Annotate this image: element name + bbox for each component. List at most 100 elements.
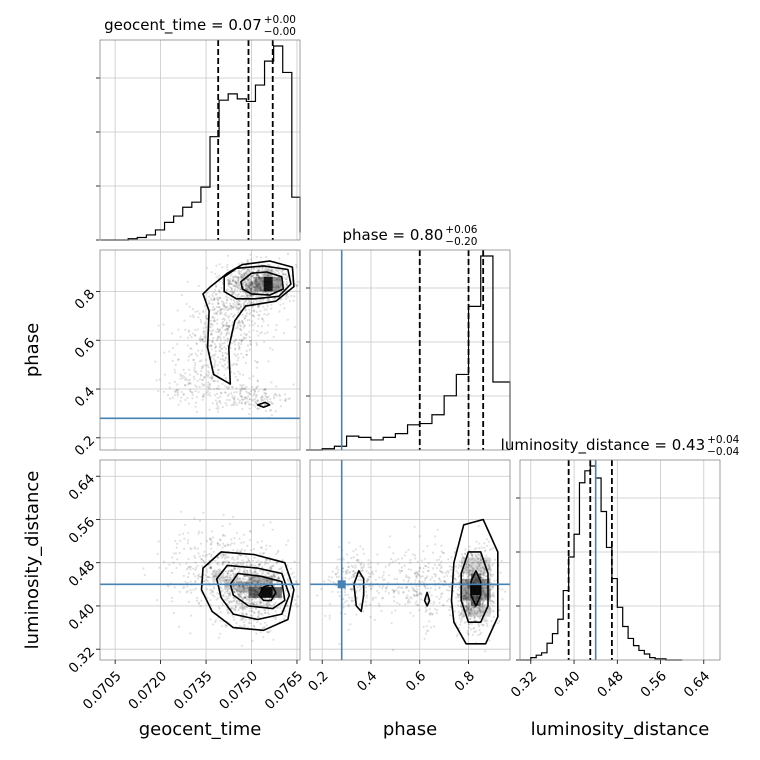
sample-point	[448, 589, 451, 592]
sample-point	[255, 278, 258, 281]
sample-point	[207, 387, 210, 390]
sample-point	[450, 566, 453, 569]
sample-point	[197, 552, 200, 555]
sample-point	[232, 298, 236, 302]
sample-point	[262, 602, 265, 605]
sample-point	[228, 324, 231, 327]
sample-point	[271, 565, 274, 568]
sample-point	[254, 579, 257, 583]
sample-point	[352, 570, 355, 573]
sample-point	[415, 574, 418, 578]
sample-point	[226, 572, 230, 575]
sample-point	[274, 393, 277, 396]
sample-point	[224, 391, 227, 394]
sample-point	[253, 322, 256, 325]
sample-point	[198, 338, 201, 341]
sample-point	[162, 323, 165, 326]
sample-point	[184, 580, 187, 583]
sample-point	[238, 320, 241, 323]
sample-point	[251, 575, 254, 578]
sample-point	[496, 622, 499, 625]
sample-point	[232, 549, 235, 552]
sample-point	[176, 558, 179, 561]
sample-point	[438, 578, 441, 581]
sample-point	[286, 604, 289, 608]
sample-point	[479, 633, 482, 636]
sample-point	[223, 328, 226, 331]
sample-point	[348, 577, 351, 580]
sample-point	[286, 252, 290, 256]
sample-point	[402, 579, 405, 582]
sample-point	[273, 574, 276, 577]
sample-point	[226, 581, 229, 585]
sample-point	[199, 352, 202, 355]
sample-point	[227, 328, 230, 331]
sample-point	[206, 575, 209, 578]
sample-point	[284, 295, 287, 298]
sample-point	[243, 273, 246, 277]
sample-point	[245, 277, 249, 280]
sample-point	[210, 530, 213, 533]
sample-point	[295, 265, 298, 269]
sample-point	[243, 580, 246, 583]
sample-point	[226, 324, 229, 327]
sample-point	[242, 326, 245, 329]
sample-point	[342, 558, 345, 561]
sample-point	[228, 280, 231, 283]
sample-point	[265, 603, 269, 606]
sample-point	[439, 567, 443, 570]
sample-point	[240, 591, 243, 594]
sample-point	[413, 589, 416, 592]
sample-point	[228, 600, 231, 603]
sample-point	[234, 604, 237, 607]
sample-point	[244, 396, 248, 399]
sample-point	[245, 606, 248, 609]
sample-point	[258, 269, 261, 272]
sample-point	[193, 517, 196, 520]
sample-point	[233, 608, 236, 611]
sample-point	[230, 305, 233, 308]
sample-point	[392, 649, 395, 652]
sample-point	[278, 257, 281, 260]
sample-point	[407, 600, 410, 603]
sample-point	[190, 336, 193, 339]
sample-point	[181, 374, 184, 377]
sample-point	[250, 291, 254, 294]
sample-point	[220, 331, 223, 334]
sample-point	[184, 398, 187, 402]
sample-point	[240, 398, 244, 401]
sample-point	[202, 311, 205, 314]
sample-point	[241, 322, 244, 325]
sample-point	[226, 296, 229, 299]
sample-point	[226, 366, 229, 369]
sample-point	[412, 587, 415, 591]
sample-point	[250, 287, 253, 290]
sample-point	[320, 587, 323, 591]
sample-point	[252, 278, 255, 281]
sample-point	[284, 609, 287, 613]
sample-point	[243, 605, 246, 608]
sample-point	[237, 370, 240, 373]
sample-point	[244, 596, 247, 600]
sample-point	[504, 590, 507, 593]
sample-point	[400, 566, 403, 569]
sample-point	[258, 601, 261, 604]
sample-point	[197, 573, 200, 576]
sample-point	[235, 282, 238, 285]
sample-point	[287, 397, 290, 401]
sample-point	[219, 307, 223, 310]
sample-point	[196, 596, 199, 600]
sample-point	[217, 328, 220, 331]
sample-point	[244, 401, 247, 404]
sample-point	[254, 279, 257, 282]
sample-point	[222, 365, 225, 368]
sample-point	[484, 650, 487, 653]
sample-point	[457, 566, 460, 570]
sample-point	[210, 542, 213, 546]
x-axis-label-phase: phase	[383, 719, 437, 740]
sample-point	[366, 578, 369, 581]
sample-point	[225, 332, 228, 335]
sample-point	[263, 387, 266, 391]
sample-point	[157, 389, 160, 393]
sample-point	[327, 578, 330, 581]
